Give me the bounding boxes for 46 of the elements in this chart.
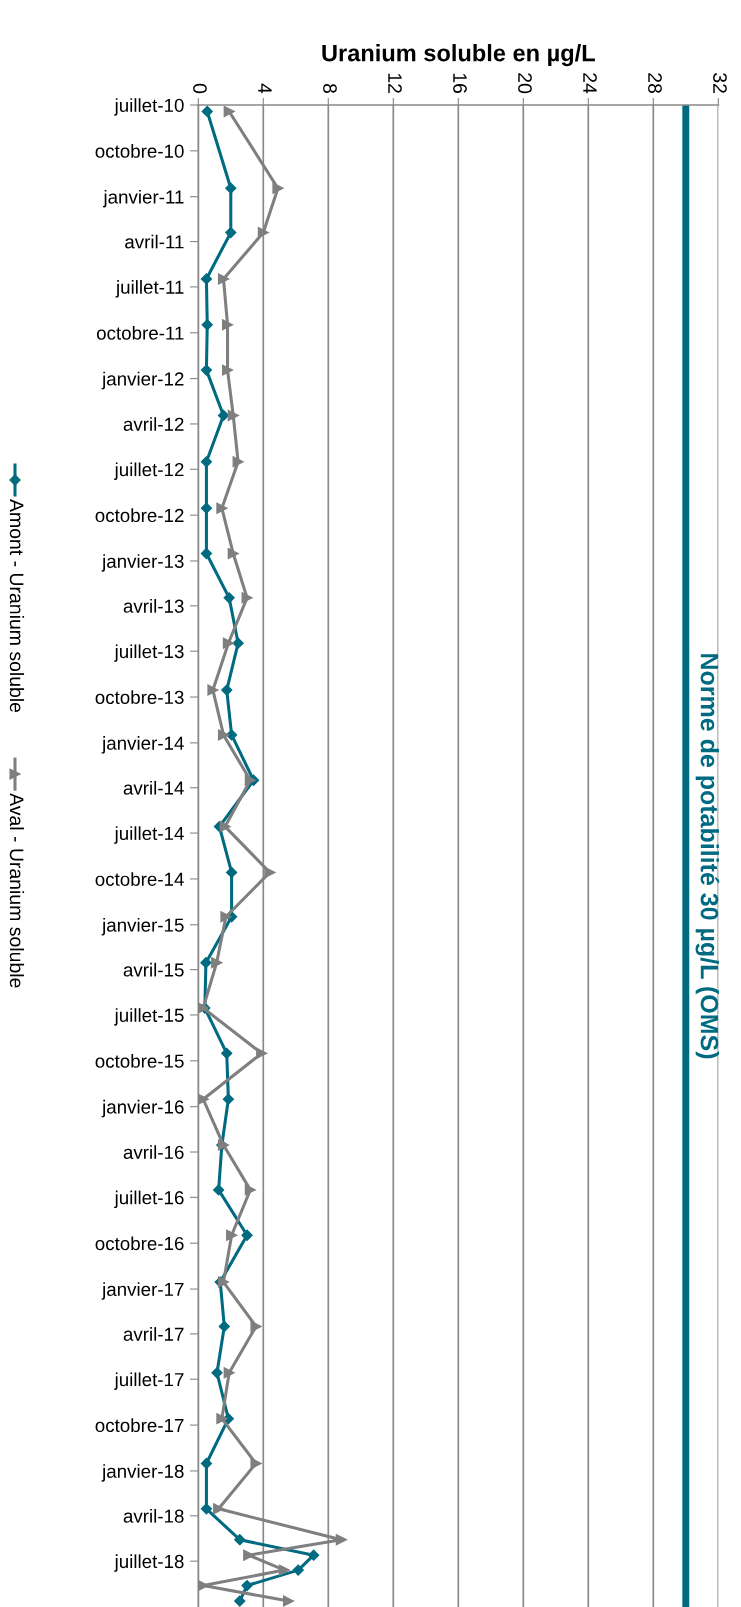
x-tick-label: 28 (648, 73, 662, 94)
y-tick-label: janvier-16 (101, 1099, 184, 1118)
y-tick-label: octobre-10 (95, 144, 184, 158)
y-tick-label: avril-16 (123, 1145, 184, 1159)
y-tick-label: octobre-17 (95, 1418, 184, 1433)
legend-label: Aval - Uranium soluble (9, 793, 25, 988)
y-tick-label: octobre-14 (95, 872, 184, 886)
y-tick-label: janvier-14 (101, 736, 184, 754)
y-tick-label: avril-11 (125, 234, 184, 249)
y-tick-label: juillet-17 (114, 1372, 184, 1390)
y-tick-label: janvier-15 (101, 917, 184, 936)
y-tick-label: juillet-18 (114, 1554, 184, 1572)
y-tick-label: avril-14 (123, 780, 184, 795)
x-tick-label: 12 (388, 73, 402, 93)
y-tick-label: octobre-16 (95, 1236, 184, 1251)
y-tick-label: juillet-12 (114, 462, 184, 480)
y-tick-label: avril-17 (123, 1327, 184, 1341)
x-axis-title: Uranium soluble en µg/L (322, 44, 595, 67)
y-tick-label: janvier-18 (101, 1464, 184, 1482)
y-tick-label: octobre-12 (95, 508, 184, 523)
x-tick-label: 24 (583, 73, 597, 94)
y-tick-label: juillet-11 (115, 280, 184, 298)
x-tick-label: 4 (258, 83, 272, 94)
y-tick-label: juillet-14 (114, 826, 184, 844)
x-tick-label: 0 (193, 83, 207, 94)
y-tick-label: octobre-15 (95, 1054, 184, 1068)
x-tick-label: 20 (518, 73, 532, 94)
legend-label: Amont - Uranium soluble (9, 499, 25, 713)
y-tick-label: juillet-13 (114, 644, 184, 662)
y-tick-label: janvier-12 (101, 371, 184, 390)
x-tick-label: 16 (453, 73, 467, 94)
y-tick-label: juillet-15 (114, 1008, 184, 1026)
y-tick-label: janvier-17 (101, 1282, 184, 1300)
y-tick-label: octobre-13 (95, 690, 184, 705)
ref-line-label: Norme de potabilité 30 µg/L (OMS) (695, 654, 720, 1059)
y-tick-label: avril-15 (123, 962, 184, 977)
y-tick-label: avril-12 (123, 417, 184, 431)
y-tick-label: janvier-11 (103, 189, 184, 208)
x-tick-label: 32 (713, 73, 727, 93)
y-tick-label: juillet-10 (114, 98, 184, 116)
y-tick-label: octobre-11 (96, 325, 184, 340)
y-tick-label: juillet-16 (114, 1190, 184, 1209)
x-tick-label: 8 (323, 83, 337, 94)
y-tick-label: avril-13 (123, 599, 184, 613)
y-tick-label: avril-18 (123, 1509, 184, 1523)
y-tick-label: janvier-13 (101, 554, 184, 572)
